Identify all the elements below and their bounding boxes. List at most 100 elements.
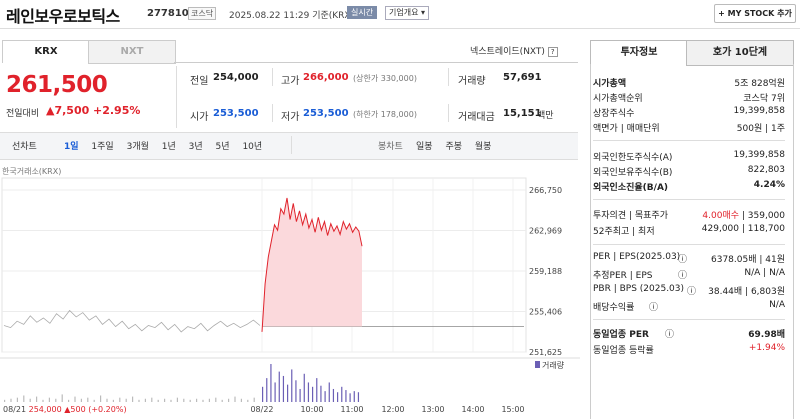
- tab-nxt[interactable]: NXT: [88, 40, 176, 64]
- volume-bar: [100, 395, 102, 402]
- corp-info-dropdown[interactable]: 기업개요 ▾: [385, 6, 430, 20]
- prev-day-footer: 08/21 254,000 ▲500 (+0.20%): [3, 405, 127, 414]
- price-divider: [176, 66, 177, 128]
- volume-bar: [295, 380, 297, 402]
- rank-value: 코스닥 7위: [743, 94, 785, 104]
- candle-day[interactable]: 일봉: [416, 142, 433, 152]
- par-label: 액면가 | 매매단위: [593, 124, 660, 134]
- row-foreign-limit: 외국인한도주식수(A) 19,399,858: [593, 150, 785, 163]
- change-value: ▲7,500: [46, 104, 89, 117]
- volume-bar: [337, 392, 339, 402]
- row-sector-per: 동일업종 PER ⓘ 69.98배: [593, 327, 785, 340]
- tab-underline: [174, 62, 578, 63]
- high-label: 고가: [281, 76, 300, 87]
- volume-bar: [215, 397, 217, 402]
- low-limit: (하한가 178,000): [353, 110, 417, 119]
- row-rank: 시가총액순위 코스닥 7위: [593, 91, 785, 104]
- volume-bar: [176, 397, 178, 402]
- tab-invest-info[interactable]: 투자정보: [590, 40, 688, 65]
- x-tick-label: 10:00: [300, 405, 323, 414]
- y-tick-label: 259,188: [529, 267, 562, 276]
- volume-bar: [357, 392, 360, 402]
- high-limit: (상한가 330,000): [353, 74, 417, 83]
- stat-divider: [448, 68, 449, 86]
- volume-bar: [278, 371, 280, 402]
- datetime: 2025.08.22 11:29 기준(KRX 장중): [229, 8, 374, 21]
- volume-bar: [253, 397, 255, 402]
- volume-label: 거래량: [458, 76, 486, 87]
- pbr-label: PBR | BPS (2025.03): [593, 284, 685, 294]
- volume-bar: [324, 391, 326, 402]
- live-badge[interactable]: 실시간: [347, 6, 378, 19]
- volume-bar: [202, 399, 204, 402]
- volume-bar: [61, 394, 63, 402]
- w52-label: 52주최고 | 최저: [593, 227, 655, 237]
- foreign-hold-value: 822,803: [747, 165, 785, 175]
- nextrade-link[interactable]: 넥스트레이드(NXT) ?: [470, 44, 558, 57]
- candle-week[interactable]: 주봉: [445, 142, 462, 152]
- volume-bar: [303, 373, 305, 402]
- help-icon[interactable]: ⓘ: [678, 271, 688, 281]
- help-icon[interactable]: ⓘ: [678, 255, 688, 265]
- help-icon[interactable]: ⓘ: [665, 330, 675, 340]
- volume-bar: [106, 398, 108, 402]
- current-price: 261,500: [6, 72, 108, 98]
- amount-value: 15,151: [503, 108, 542, 119]
- open-label: 시가: [190, 112, 209, 123]
- volume-bar: [112, 399, 114, 402]
- change-label: 전일대비: [6, 109, 40, 119]
- foreign-limit-value: 19,399,858: [733, 150, 785, 160]
- help-icon[interactable]: ⓘ: [687, 287, 697, 297]
- period-1y[interactable]: 1년: [161, 142, 176, 152]
- volume-bar: [170, 399, 172, 402]
- volume-bar: [228, 398, 230, 402]
- change-pct: +2.95%: [93, 104, 141, 117]
- volume-bar: [262, 386, 264, 402]
- prev-label: 전일: [190, 76, 209, 87]
- period-1d[interactable]: 1일: [64, 142, 79, 152]
- volume-bar: [29, 398, 31, 402]
- period-10y[interactable]: 10년: [242, 142, 263, 152]
- volume-bar: [125, 398, 127, 402]
- volume-bar: [10, 398, 12, 402]
- period-3y[interactable]: 3년: [188, 142, 203, 152]
- line-chart-label[interactable]: 선차트: [12, 142, 37, 152]
- volume-bar: [316, 378, 318, 402]
- divider: [593, 319, 785, 320]
- volume-bar: [282, 375, 285, 402]
- par-value: 500원 | 1주: [736, 124, 785, 134]
- period-3m[interactable]: 3개월: [126, 142, 149, 152]
- help-icon[interactable]: ?: [547, 47, 558, 57]
- volume-bar: [270, 364, 272, 402]
- open-value: 253,500: [213, 108, 259, 119]
- my-stock-add-button[interactable]: + MY STOCK 추가: [714, 4, 796, 23]
- foreign-hold-label: 외국인보유주식수(B): [593, 168, 673, 178]
- y-tick-label: 251,625: [529, 348, 562, 357]
- candle-month[interactable]: 월봉: [474, 142, 492, 152]
- candle-chart-label[interactable]: 봉차트: [378, 142, 403, 152]
- volume-value: 57,691: [503, 72, 542, 83]
- series-prev-day: [3, 309, 261, 333]
- period-bar: [0, 132, 578, 160]
- divider: [593, 199, 785, 200]
- price-chart[interactable]: 266,750 262,969 259,188 255,406 251,625 거래량 08…: [0, 176, 580, 419]
- x-tick-label: 12:00: [381, 405, 404, 414]
- opinion-rating: 4.00매수: [702, 211, 740, 221]
- period-1w[interactable]: 1주일: [91, 142, 114, 152]
- row-pbr: PBR | BPS (2025.03) ⓘ 38.44배 | 6,803원: [593, 284, 785, 297]
- volume-bar: [208, 398, 210, 402]
- target-price: 359,000: [747, 211, 785, 221]
- tab-quote-10[interactable]: 호가 10단계: [686, 40, 794, 66]
- shares-value: 19,399,858: [733, 106, 785, 116]
- tab-krx[interactable]: KRX: [2, 40, 90, 63]
- volume-bar: [312, 386, 314, 402]
- period-5y[interactable]: 5년: [215, 142, 230, 152]
- per-label: PER | EPS(2025.03): [593, 252, 681, 262]
- chevron-down-icon: ▾: [421, 8, 426, 17]
- help-icon[interactable]: ⓘ: [649, 303, 659, 313]
- volume-bar: [234, 396, 236, 402]
- row-par: 액면가 | 매매단위 500원 | 1주: [593, 121, 785, 134]
- nextrade-label: 넥스트레이드(NXT): [470, 47, 545, 57]
- sector-per-label: 동일업종 PER: [593, 330, 649, 340]
- row-foreign-hold: 외국인보유주식수(B) 822,803: [593, 165, 785, 178]
